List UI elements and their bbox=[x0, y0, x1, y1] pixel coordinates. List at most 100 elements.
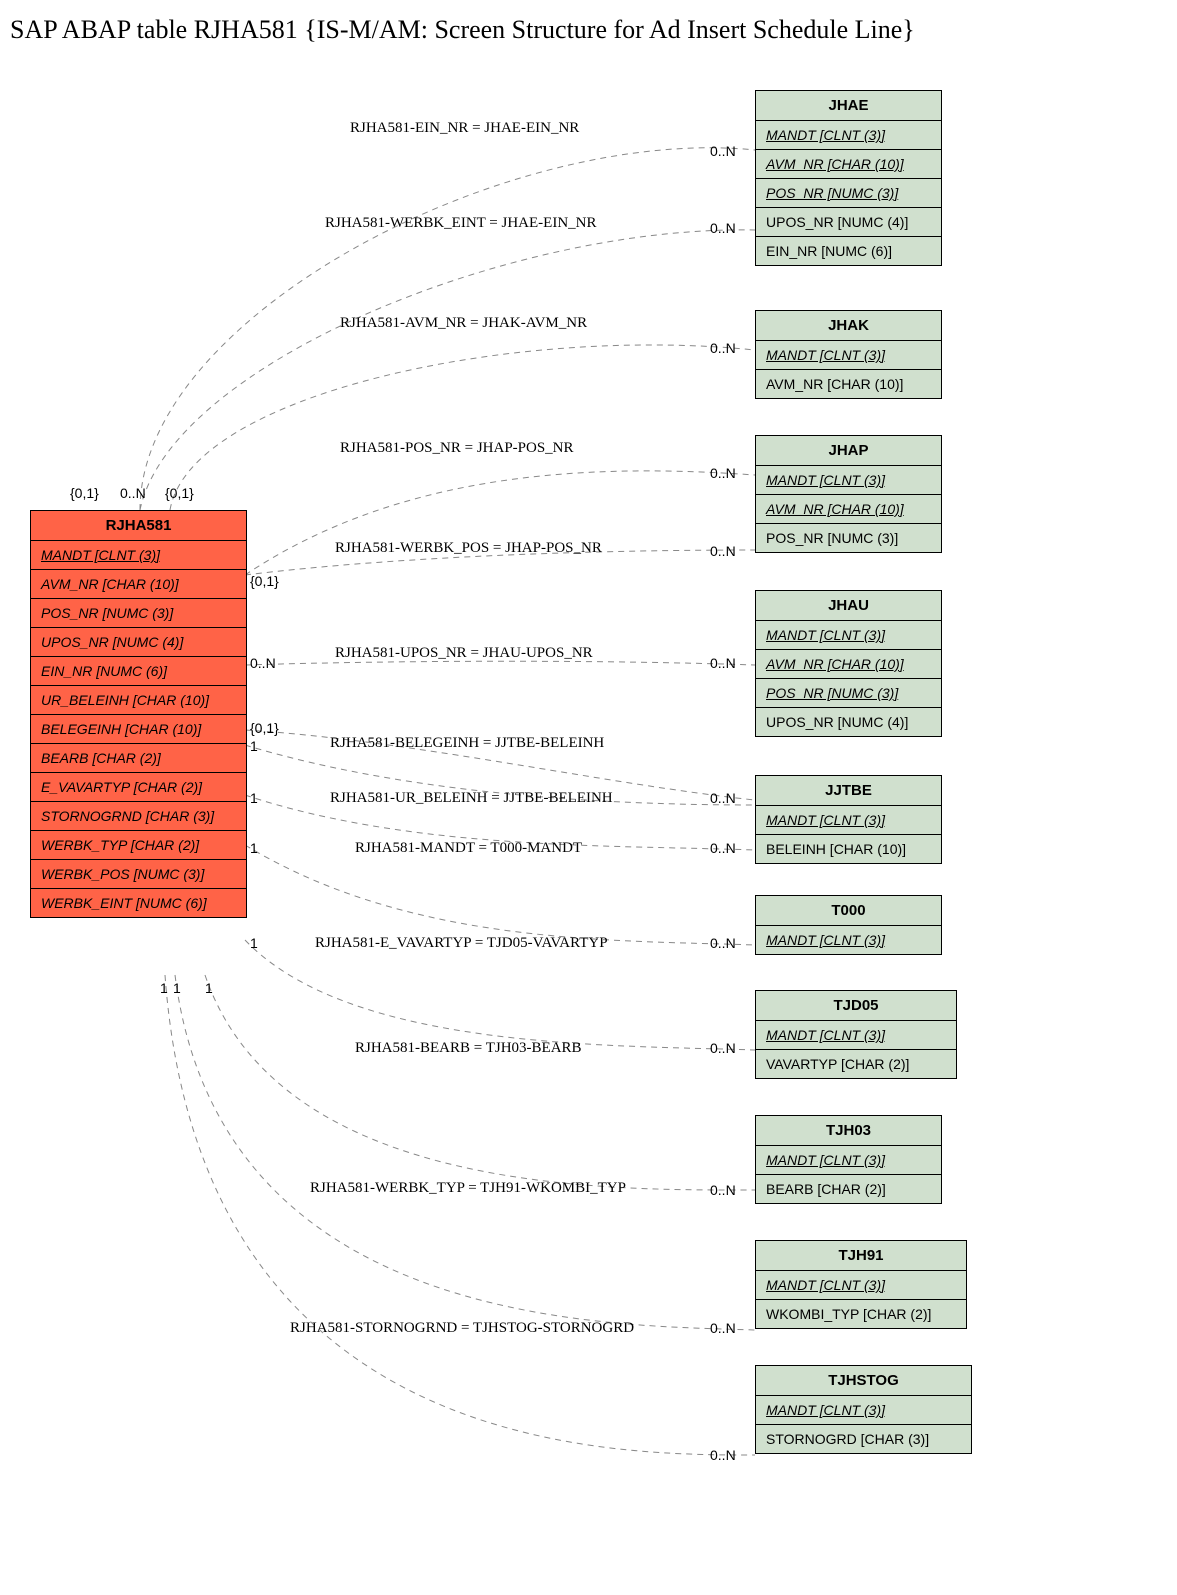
entity-jhae: JHAEMANDT [CLNT (3)]AVM_NR [CHAR (10)]PO… bbox=[755, 90, 942, 266]
entity-field: UPOS_NR [NUMC (4)] bbox=[31, 628, 246, 657]
cardinality-label: 0..N bbox=[710, 1040, 736, 1056]
entity-field: MANDT [CLNT (3)] bbox=[756, 926, 941, 954]
entity-field: BELEINH [CHAR (10)] bbox=[756, 835, 941, 863]
diagram-canvas: RJHA581MANDT [CLNT (3)]AVM_NR [CHAR (10)… bbox=[10, 65, 1167, 1585]
cardinality-label: 0..N bbox=[710, 1447, 736, 1463]
relation-label: RJHA581-WERBK_POS = JHAP-POS_NR bbox=[335, 540, 602, 557]
cardinality-label: 0..N bbox=[710, 935, 736, 951]
cardinality-label: 1 bbox=[205, 980, 213, 996]
entity-field: WERBK_EINT [NUMC (6)] bbox=[31, 889, 246, 917]
entity-field: AVM_NR [CHAR (10)] bbox=[756, 150, 941, 179]
entity-field: BELEGEINH [CHAR (10)] bbox=[31, 715, 246, 744]
relation-label: RJHA581-STORNOGRND = TJHSTOG-STORNOGRD bbox=[290, 1320, 634, 1337]
page-title: SAP ABAP table RJHA581 {IS-M/AM: Screen … bbox=[10, 15, 1177, 45]
entity-rjha581: RJHA581MANDT [CLNT (3)]AVM_NR [CHAR (10)… bbox=[30, 510, 247, 918]
relation-label: RJHA581-UPOS_NR = JHAU-UPOS_NR bbox=[335, 645, 593, 662]
entity-field: E_VAVARTYP [CHAR (2)] bbox=[31, 773, 246, 802]
entity-field: MANDT [CLNT (3)] bbox=[756, 1271, 966, 1300]
cardinality-label: {0,1} bbox=[250, 720, 279, 736]
entity-t000: T000MANDT [CLNT (3)] bbox=[755, 895, 942, 955]
entity-field: MANDT [CLNT (3)] bbox=[756, 806, 941, 835]
entity-header: RJHA581 bbox=[31, 511, 246, 541]
cardinality-label: {0,1} bbox=[165, 485, 194, 501]
entity-field: MANDT [CLNT (3)] bbox=[31, 541, 246, 570]
relation-label: RJHA581-BEARB = TJH03-BEARB bbox=[355, 1040, 582, 1057]
relation-label: RJHA581-MANDT = T000-MANDT bbox=[355, 840, 582, 857]
entity-field: MANDT [CLNT (3)] bbox=[756, 121, 941, 150]
entity-field: AVM_NR [CHAR (10)] bbox=[31, 570, 246, 599]
cardinality-label: 0..N bbox=[710, 220, 736, 236]
relation-label: RJHA581-WERBK_TYP = TJH91-WKOMBI_TYP bbox=[310, 1180, 626, 1197]
entity-header: T000 bbox=[756, 896, 941, 926]
entity-field: MANDT [CLNT (3)] bbox=[756, 621, 941, 650]
cardinality-label: 0..N bbox=[120, 485, 146, 501]
entity-field: POS_NR [NUMC (3)] bbox=[756, 179, 941, 208]
cardinality-label: 0..N bbox=[250, 655, 276, 671]
entity-header: TJD05 bbox=[756, 991, 956, 1021]
entity-field: BEARB [CHAR (2)] bbox=[31, 744, 246, 773]
entity-field: POS_NR [NUMC (3)] bbox=[31, 599, 246, 628]
entity-tjhstog: TJHSTOGMANDT [CLNT (3)]STORNOGRD [CHAR (… bbox=[755, 1365, 972, 1454]
cardinality-label: 1 bbox=[250, 738, 258, 754]
entity-field: AVM_NR [CHAR (10)] bbox=[756, 370, 941, 398]
relation-label: RJHA581-WERBK_EINT = JHAE-EIN_NR bbox=[325, 215, 597, 232]
entity-tjh03: TJH03MANDT [CLNT (3)]BEARB [CHAR (2)] bbox=[755, 1115, 942, 1204]
cardinality-label: 0..N bbox=[710, 465, 736, 481]
cardinality-label: 1 bbox=[250, 935, 258, 951]
cardinality-label: 1 bbox=[250, 790, 258, 806]
cardinality-label: 0..N bbox=[710, 1320, 736, 1336]
cardinality-label: 0..N bbox=[710, 655, 736, 671]
entity-field: UPOS_NR [NUMC (4)] bbox=[756, 208, 941, 237]
entity-jhak: JHAKMANDT [CLNT (3)]AVM_NR [CHAR (10)] bbox=[755, 310, 942, 399]
cardinality-label: 0..N bbox=[710, 143, 736, 159]
entity-field: AVM_NR [CHAR (10)] bbox=[756, 495, 941, 524]
entity-header: JJTBE bbox=[756, 776, 941, 806]
entity-field: POS_NR [NUMC (3)] bbox=[756, 524, 941, 552]
cardinality-label: 1 bbox=[250, 840, 258, 856]
entity-header: JHAU bbox=[756, 591, 941, 621]
entity-field: BEARB [CHAR (2)] bbox=[756, 1175, 941, 1203]
entity-jhau: JHAUMANDT [CLNT (3)]AVM_NR [CHAR (10)]PO… bbox=[755, 590, 942, 737]
relation-label: RJHA581-EIN_NR = JHAE-EIN_NR bbox=[350, 120, 579, 137]
entity-field: MANDT [CLNT (3)] bbox=[756, 1021, 956, 1050]
relation-label: RJHA581-AVM_NR = JHAK-AVM_NR bbox=[340, 315, 587, 332]
entity-header: TJHSTOG bbox=[756, 1366, 971, 1396]
cardinality-label: {0,1} bbox=[70, 485, 99, 501]
entity-field: WERBK_POS [NUMC (3)] bbox=[31, 860, 246, 889]
entity-field: MANDT [CLNT (3)] bbox=[756, 1396, 971, 1425]
cardinality-label: 1 bbox=[160, 980, 168, 996]
relation-label: RJHA581-UR_BELEINH = JJTBE-BELEINH bbox=[330, 790, 613, 807]
entity-field: POS_NR [NUMC (3)] bbox=[756, 679, 941, 708]
entity-field: WKOMBI_TYP [CHAR (2)] bbox=[756, 1300, 966, 1328]
cardinality-label: 0..N bbox=[710, 840, 736, 856]
entity-field: MANDT [CLNT (3)] bbox=[756, 1146, 941, 1175]
entity-field: UR_BELEINH [CHAR (10)] bbox=[31, 686, 246, 715]
entity-field: VAVARTYP [CHAR (2)] bbox=[756, 1050, 956, 1078]
entity-field: WERBK_TYP [CHAR (2)] bbox=[31, 831, 246, 860]
entity-field: STORNOGRND [CHAR (3)] bbox=[31, 802, 246, 831]
entity-field: MANDT [CLNT (3)] bbox=[756, 466, 941, 495]
entity-tjh91: TJH91MANDT [CLNT (3)]WKOMBI_TYP [CHAR (2… bbox=[755, 1240, 967, 1329]
entity-field: MANDT [CLNT (3)] bbox=[756, 341, 941, 370]
entity-tjd05: TJD05MANDT [CLNT (3)]VAVARTYP [CHAR (2)] bbox=[755, 990, 957, 1079]
cardinality-label: 0..N bbox=[710, 340, 736, 356]
entity-field: EIN_NR [NUMC (6)] bbox=[31, 657, 246, 686]
cardinality-label: 1 bbox=[173, 980, 181, 996]
relation-label: RJHA581-POS_NR = JHAP-POS_NR bbox=[340, 440, 574, 457]
entity-field: EIN_NR [NUMC (6)] bbox=[756, 237, 941, 265]
entity-jhap: JHAPMANDT [CLNT (3)]AVM_NR [CHAR (10)]PO… bbox=[755, 435, 942, 553]
entity-header: JHAP bbox=[756, 436, 941, 466]
cardinality-label: 0..N bbox=[710, 543, 736, 559]
entity-header: TJH03 bbox=[756, 1116, 941, 1146]
relation-label: RJHA581-E_VAVARTYP = TJD05-VAVARTYP bbox=[315, 935, 608, 952]
entity-field: UPOS_NR [NUMC (4)] bbox=[756, 708, 941, 736]
relation-label: RJHA581-BELEGEINH = JJTBE-BELEINH bbox=[330, 735, 604, 752]
cardinality-label: 0..N bbox=[710, 790, 736, 806]
entity-header: TJH91 bbox=[756, 1241, 966, 1271]
entity-field: AVM_NR [CHAR (10)] bbox=[756, 650, 941, 679]
entity-field: STORNOGRD [CHAR (3)] bbox=[756, 1425, 971, 1453]
entity-header: JHAK bbox=[756, 311, 941, 341]
entity-jjtbe: JJTBEMANDT [CLNT (3)]BELEINH [CHAR (10)] bbox=[755, 775, 942, 864]
entity-header: JHAE bbox=[756, 91, 941, 121]
cardinality-label: {0,1} bbox=[250, 573, 279, 589]
